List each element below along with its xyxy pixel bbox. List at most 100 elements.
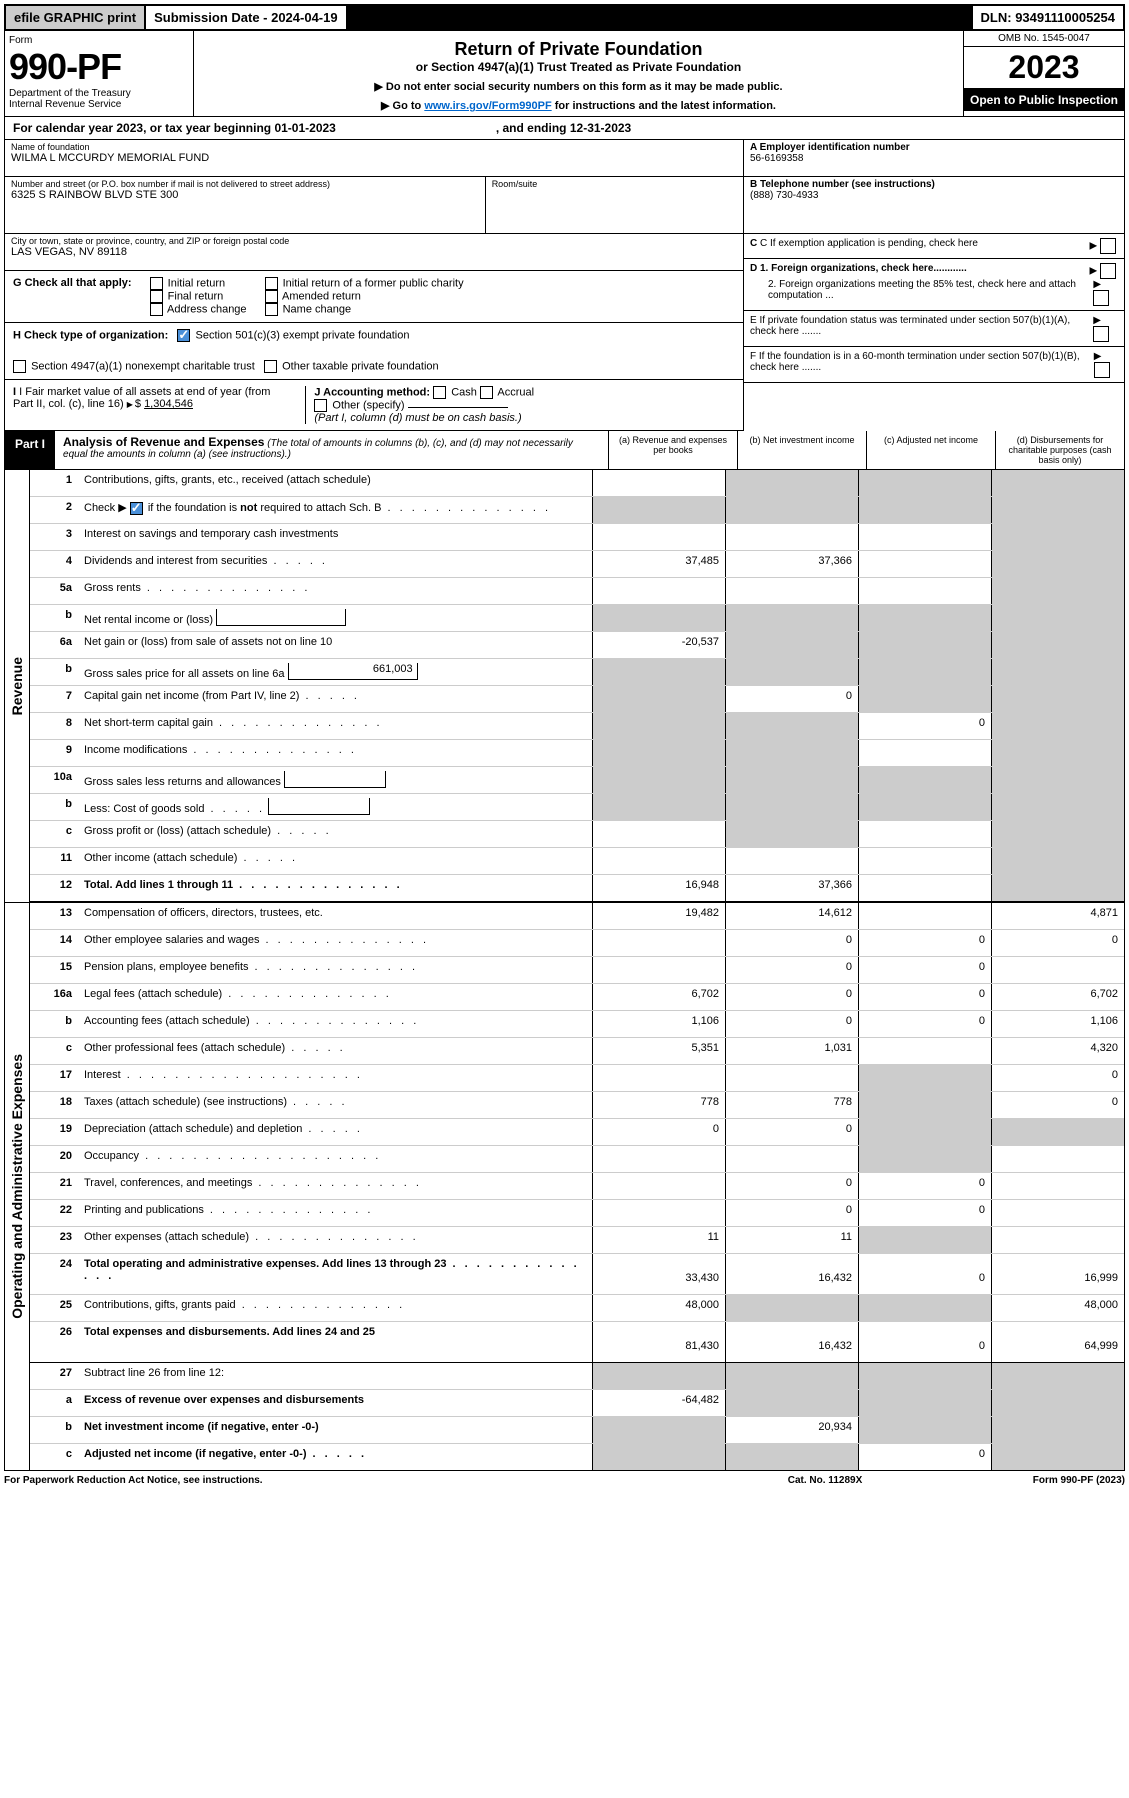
form-title: Return of Private Foundation <box>202 39 955 60</box>
form-year-block: OMB No. 1545-0047 2023 Open to Public In… <box>963 31 1124 116</box>
col-d-header: (d) Disbursements for charitable purpose… <box>995 431 1124 469</box>
j-cash-checkbox[interactable] <box>433 386 446 399</box>
form-instruction-2: ▶ Go to www.irs.gov/Form990PF for instru… <box>202 99 955 112</box>
d1-label: D 1. Foreign organizations, check here..… <box>750 263 967 279</box>
row-20: 20Occupancy <box>30 1146 1124 1173</box>
e-label: E If private foundation status was termi… <box>750 315 1093 337</box>
row-5a: 5aGross rents <box>30 578 1124 605</box>
h-other-checkbox[interactable] <box>264 360 277 373</box>
ein-box: A Employer identification number 56-6169… <box>744 140 1124 177</box>
name-value: WILMA L MCCURDY MEMORIAL FUND <box>11 152 737 164</box>
d-row: D 1. Foreign organizations, check here..… <box>744 259 1124 311</box>
j-cash: Cash <box>451 386 477 398</box>
row-7: 7Capital gain net income (from Part IV, … <box>30 686 1124 713</box>
row-6b: bGross sales price for all assets on lin… <box>30 659 1124 686</box>
caly-end: 12-31-2023 <box>570 121 631 135</box>
part1-title: Analysis of Revenue and Expenses <box>63 435 264 449</box>
i-value: 1,304,546 <box>144 398 193 410</box>
j-label: J Accounting method: <box>314 386 430 398</box>
row-22: 22Printing and publications00 <box>30 1200 1124 1227</box>
row-23: 23Other expenses (attach schedule)1111 <box>30 1227 1124 1254</box>
form-subtitle: or Section 4947(a)(1) Trust Treated as P… <box>202 60 955 74</box>
row-2: 2Check ▶ if the foundation is not requir… <box>30 497 1124 524</box>
name-change-checkbox[interactable] <box>265 303 278 316</box>
row-27: 27Subtract line 26 from line 12: <box>30 1363 1124 1390</box>
d2-checkbox[interactable] <box>1093 290 1109 306</box>
form-header: Form 990-PF Department of the Treasury I… <box>4 31 1125 117</box>
col-a-header: (a) Revenue and expenses per books <box>608 431 737 469</box>
h-4947-checkbox[interactable] <box>13 360 26 373</box>
h-label: H Check type of organization: <box>13 329 168 341</box>
row-10b: bLess: Cost of goods sold <box>30 794 1124 821</box>
row-18: 18Taxes (attach schedule) (see instructi… <box>30 1092 1124 1119</box>
f-label: F If the foundation is in a 60-month ter… <box>750 351 1094 373</box>
irs-label: Internal Revenue Service <box>9 99 189 110</box>
city-value: LAS VEGAS, NV 89118 <box>11 246 737 258</box>
row-12: 12Total. Add lines 1 through 1116,94837,… <box>30 875 1124 902</box>
dln: DLN: 93491110005254 <box>973 6 1123 29</box>
row-21: 21Travel, conferences, and meetings00 <box>30 1173 1124 1200</box>
row-15: 15Pension plans, employee benefits00 <box>30 957 1124 984</box>
tax-year: 2023 <box>964 47 1124 89</box>
h-501c3-checkbox[interactable] <box>177 329 190 342</box>
a-value: 56-6169358 <box>750 153 1118 164</box>
form-link[interactable]: www.irs.gov/Form990PF <box>424 100 551 112</box>
row-16a: 16aLegal fees (attach schedule)6,702006,… <box>30 984 1124 1011</box>
calendar-year-row: For calendar year 2023, or tax year begi… <box>4 117 1125 140</box>
j-other-checkbox[interactable] <box>314 399 327 412</box>
c-row: C C If exemption application is pending,… <box>744 234 1124 259</box>
name-label: Name of foundation <box>11 142 737 152</box>
address-change-checkbox[interactable] <box>150 303 163 316</box>
row-16b: bAccounting fees (attach schedule)1,1060… <box>30 1011 1124 1038</box>
amended-return-checkbox[interactable] <box>265 290 278 303</box>
e-checkbox[interactable] <box>1093 326 1109 342</box>
d1-checkbox[interactable] <box>1100 263 1116 279</box>
addr-label: Number and street (or P.O. box number if… <box>11 179 737 189</box>
footer-left: For Paperwork Reduction Act Notice, see … <box>4 1475 725 1486</box>
g-opt-0: Initial return <box>168 277 225 289</box>
g-opt-5: Name change <box>283 303 352 315</box>
part1-header: Part I Analysis of Revenue and Expenses … <box>4 431 1125 470</box>
page-footer: For Paperwork Reduction Act Notice, see … <box>4 1471 1125 1490</box>
h-opt-1: Section 501(c)(3) exempt private foundat… <box>195 329 409 341</box>
row-19: 19Depreciation (attach schedule) and dep… <box>30 1119 1124 1146</box>
row-24: 24Total operating and administrative exp… <box>30 1254 1124 1295</box>
form-title-block: Return of Private Foundation or Section … <box>194 31 963 116</box>
address-box: Number and street (or P.O. box number if… <box>5 177 743 234</box>
info-block: Name of foundation WILMA L MCCURDY MEMOR… <box>4 140 1125 431</box>
row-11: 11Other income (attach schedule) <box>30 848 1124 875</box>
row-13: 13Compensation of officers, directors, t… <box>30 903 1124 930</box>
inst2-pre: ▶ Go to <box>381 100 424 112</box>
d2-label: 2. Foreign organizations meeting the 85%… <box>768 279 1093 306</box>
expenses-section: Operating and Administrative Expenses 13… <box>4 903 1125 1471</box>
c-checkbox[interactable] <box>1100 238 1116 254</box>
j-accrual-checkbox[interactable] <box>480 386 493 399</box>
f-checkbox[interactable] <box>1094 362 1110 378</box>
city-label: City or town, state or province, country… <box>11 236 737 246</box>
final-return-checkbox[interactable] <box>150 290 163 303</box>
row-6b-value: 661,003 <box>288 663 418 680</box>
b-label: B Telephone number (see instructions) <box>750 179 1118 190</box>
room-suite: Room/suite <box>485 177 544 233</box>
g-opt-4: Amended return <box>282 290 361 302</box>
phone-box: B Telephone number (see instructions) (8… <box>744 177 1124 234</box>
schb-checkbox[interactable] <box>130 502 143 515</box>
g-check-row: G Check all that apply: Initial return F… <box>5 271 743 323</box>
initial-former-checkbox[interactable] <box>265 277 278 290</box>
efile-label[interactable]: efile GRAPHIC print <box>6 6 144 29</box>
row-25: 25Contributions, gifts, grants paid48,00… <box>30 1295 1124 1322</box>
g-opt-3: Initial return of a former public charit… <box>283 277 464 289</box>
row-10c: cGross profit or (loss) (attach schedule… <box>30 821 1124 848</box>
e-row: E If private foundation status was termi… <box>744 311 1124 347</box>
revenue-section: Revenue 1Contributions, gifts, grants, e… <box>4 470 1125 903</box>
g-label: G Check all that apply: <box>13 277 132 289</box>
inst2-post: for instructions and the latest informat… <box>555 100 776 112</box>
initial-return-checkbox[interactable] <box>150 277 163 290</box>
footer-right: Form 990-PF (2023) <box>925 1475 1125 1486</box>
row-6a: 6aNet gain or (loss) from sale of assets… <box>30 632 1124 659</box>
part1-label: Part I <box>5 431 55 469</box>
form-id-block: Form 990-PF Department of the Treasury I… <box>5 31 194 116</box>
h-check-row: H Check type of organization: Section 50… <box>5 323 743 380</box>
open-public: Open to Public Inspection <box>964 89 1124 111</box>
submission-date: Submission Date - 2024-04-19 <box>146 6 346 29</box>
